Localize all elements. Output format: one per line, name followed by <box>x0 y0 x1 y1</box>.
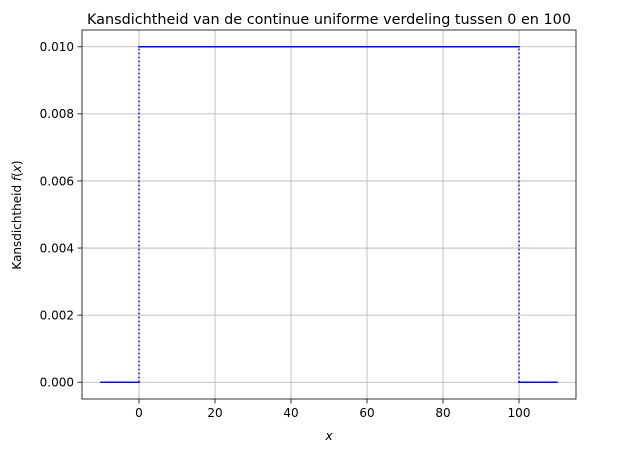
y-axis-label-func: f <box>10 175 24 181</box>
chart-title: Kansdichtheid van de continue uniforme v… <box>87 12 571 28</box>
x-tick-label-3: 60 <box>359 406 374 420</box>
y-tick-label-1: 0.002 <box>40 308 74 322</box>
x-tick-label-2: 40 <box>283 406 298 420</box>
y-axis-label: Kansdichtheid f(x) <box>10 160 24 269</box>
y-axis-label-close: ) <box>10 160 24 165</box>
y-tick-label-5: 0.010 <box>40 40 74 54</box>
y-axis-label-var: x <box>10 164 24 173</box>
y-tick-label-3: 0.006 <box>40 174 74 188</box>
y-tick-label-2: 0.004 <box>40 241 74 255</box>
y-axis-label-open: ( <box>10 172 24 177</box>
x-ticks: 0 20 40 60 80 100 <box>135 399 530 420</box>
x-tick-label-4: 80 <box>435 406 450 420</box>
y-tick-label-4: 0.008 <box>40 107 74 121</box>
y-tick-label-0: 0.000 <box>40 376 74 390</box>
y-axis-label-prefix: Kansdichtheid <box>10 181 24 269</box>
series-layer <box>100 46 558 383</box>
plot-frame <box>81 29 577 400</box>
y-ticks: 0.000 0.002 0.004 0.006 0.008 0.010 <box>40 40 82 390</box>
x-axis-label: x <box>324 429 333 443</box>
x-tick-label-1: 20 <box>207 406 222 420</box>
x-tick-label-5: 100 <box>508 406 531 420</box>
x-tick-label-0: 0 <box>135 406 143 420</box>
